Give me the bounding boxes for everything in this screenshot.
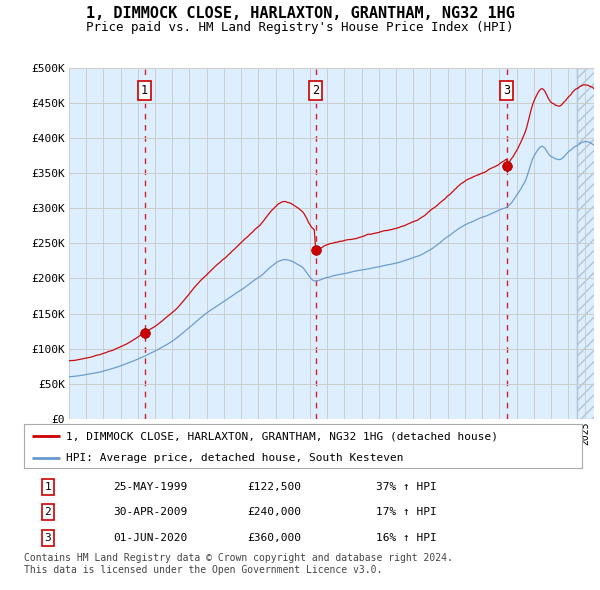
- Text: 1: 1: [141, 84, 148, 97]
- Text: 1, DIMMOCK CLOSE, HARLAXTON, GRANTHAM, NG32 1HG (detached house): 1, DIMMOCK CLOSE, HARLAXTON, GRANTHAM, N…: [66, 431, 498, 441]
- Text: £360,000: £360,000: [247, 533, 301, 543]
- Text: 16% ↑ HPI: 16% ↑ HPI: [376, 533, 436, 543]
- Text: 1: 1: [44, 482, 52, 491]
- Text: 1, DIMMOCK CLOSE, HARLAXTON, GRANTHAM, NG32 1HG: 1, DIMMOCK CLOSE, HARLAXTON, GRANTHAM, N…: [86, 6, 514, 21]
- Text: 01-JUN-2020: 01-JUN-2020: [113, 533, 188, 543]
- Text: Contains HM Land Registry data © Crown copyright and database right 2024.
This d: Contains HM Land Registry data © Crown c…: [24, 553, 453, 575]
- Text: 25-MAY-1999: 25-MAY-1999: [113, 482, 188, 491]
- Text: 3: 3: [503, 84, 510, 97]
- Text: 2: 2: [44, 507, 52, 517]
- Text: £122,500: £122,500: [247, 482, 301, 491]
- Text: 3: 3: [44, 533, 52, 543]
- Text: £240,000: £240,000: [247, 507, 301, 517]
- Bar: [577, 68, 596, 419]
- Text: 37% ↑ HPI: 37% ↑ HPI: [376, 482, 436, 491]
- Text: HPI: Average price, detached house, South Kesteven: HPI: Average price, detached house, Sout…: [66, 453, 403, 463]
- Text: 17% ↑ HPI: 17% ↑ HPI: [376, 507, 436, 517]
- Text: 2: 2: [312, 84, 319, 97]
- Bar: [577, 68, 596, 419]
- Text: 30-APR-2009: 30-APR-2009: [113, 507, 188, 517]
- Text: Price paid vs. HM Land Registry's House Price Index (HPI): Price paid vs. HM Land Registry's House …: [86, 21, 514, 34]
